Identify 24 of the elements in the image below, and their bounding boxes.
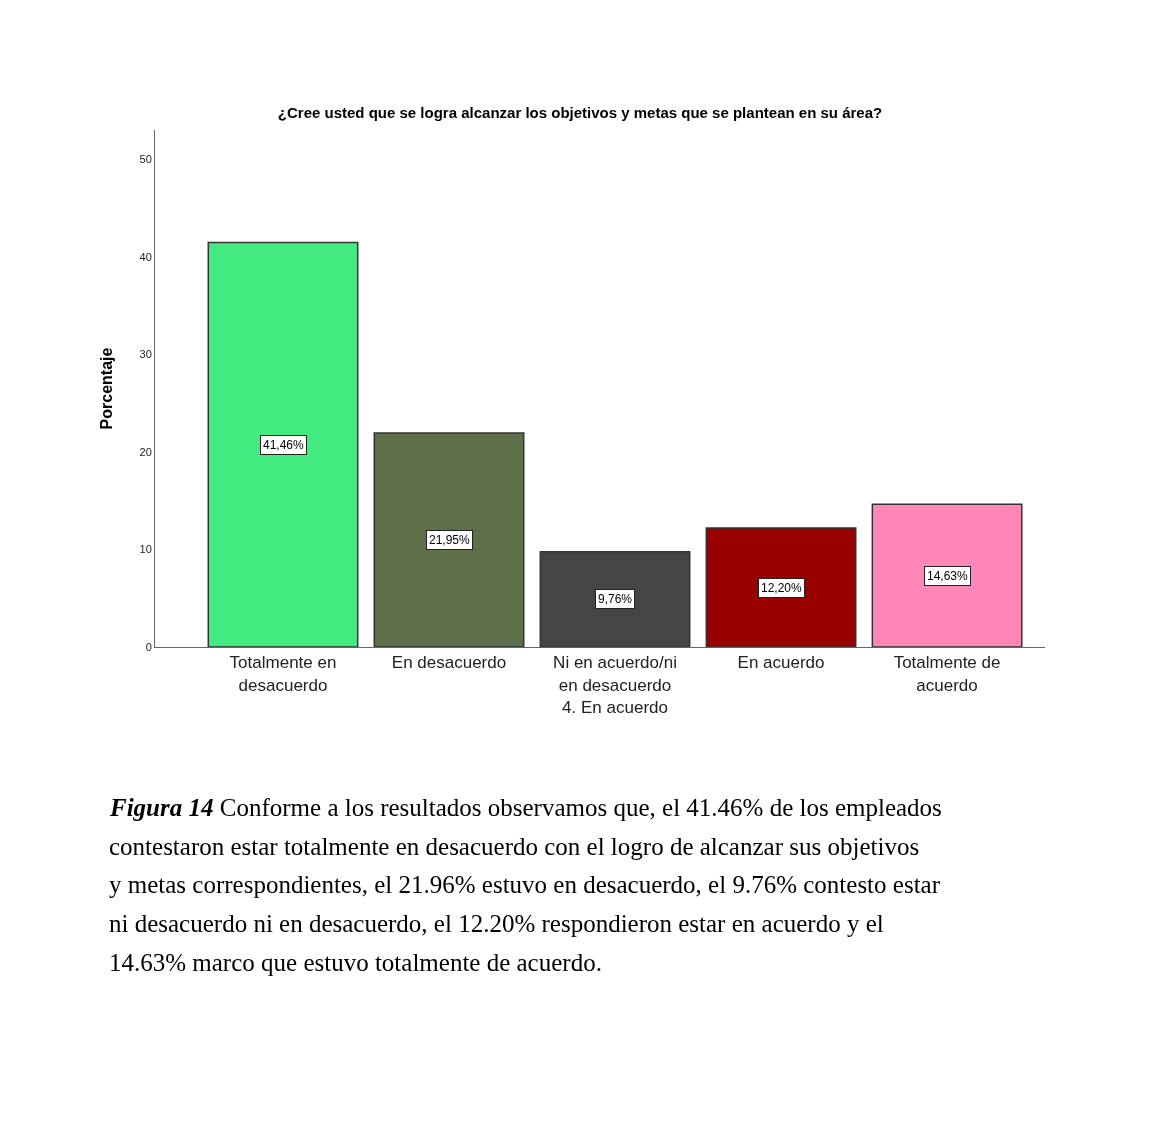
y-tick-label: 0 — [145, 640, 152, 653]
chart-title: ¿Cree usted que se logra alcanzar los objetivos y metas que se plantean en su área? — [277, 104, 883, 122]
bar — [871, 503, 1023, 647]
data-label: 9,76% — [598, 592, 633, 606]
text: Figura 14 — [109, 794, 214, 821]
x-tick-label: Totalmente de acuerdo — [893, 653, 1001, 695]
bar — [207, 241, 359, 647]
data-label: 14,63% — [927, 569, 969, 583]
y-tick-label: 50 — [139, 153, 152, 166]
data-label: 21,95% — [429, 533, 471, 547]
x-tick-label: En acuerdo — [737, 653, 825, 673]
y-tick-label: 40 — [139, 250, 152, 263]
y-axis-title: Porcentaje — [98, 347, 116, 430]
x-tick-label: En desacuerdo — [391, 653, 507, 673]
bar — [539, 551, 691, 647]
bar — [705, 527, 857, 647]
y-tick-label: 20 — [139, 445, 152, 458]
data-label: 12,20% — [761, 581, 803, 595]
y-tick-label: 30 — [139, 348, 152, 361]
bar — [373, 432, 525, 647]
data-label: 41,46% — [263, 438, 305, 452]
y-tick-label: 10 — [139, 543, 152, 556]
x-tick-label: Totalmente en desacuerdo — [229, 653, 337, 695]
x-tick-label: Ni en acuerdo/ni en desacuerdo 4. En acuerdo — [553, 653, 677, 717]
